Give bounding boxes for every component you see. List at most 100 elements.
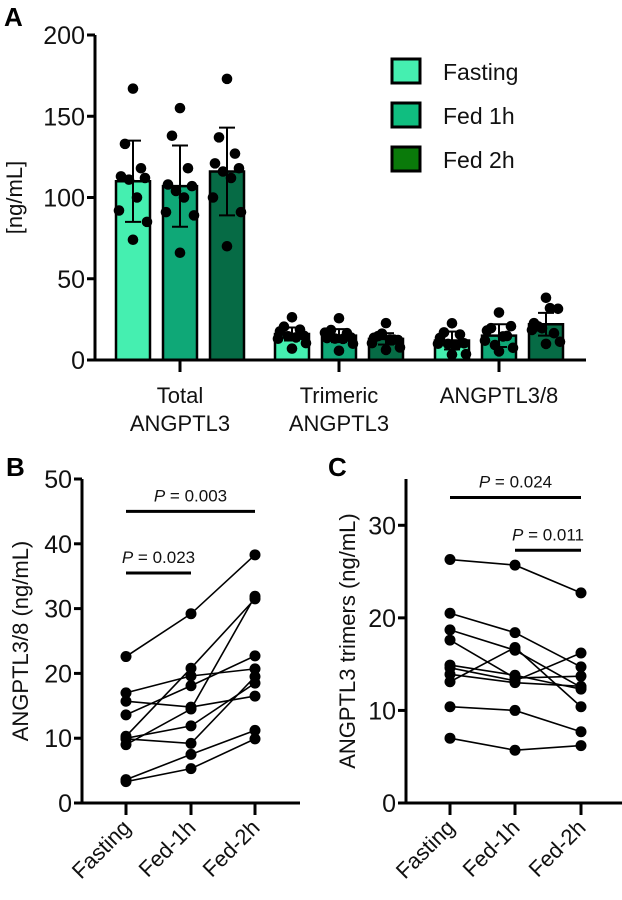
data-point: [249, 663, 261, 675]
legend-label: Fed 2h: [443, 147, 515, 173]
y-tick-label: 0: [58, 790, 72, 818]
data-point: [166, 130, 178, 142]
data-point: [120, 651, 132, 663]
data-point: [505, 320, 517, 332]
data-point: [120, 776, 132, 788]
data-point: [127, 234, 139, 246]
x-category-label: Fasting: [391, 815, 460, 884]
p-value: = 0.003: [165, 486, 227, 505]
data-point: [509, 744, 521, 756]
subject-line: [125, 554, 256, 658]
legend-label: Fasting: [443, 59, 518, 85]
p-value-label: P = 0.003: [154, 486, 227, 505]
data-point: [235, 206, 247, 218]
data-point: [185, 670, 197, 682]
data-point: [229, 148, 241, 159]
panel-label-b: B: [6, 452, 25, 482]
data-point: [575, 661, 587, 673]
data-point: [207, 192, 219, 203]
data-point: [286, 311, 298, 323]
x-category-label: Fed-1h: [134, 815, 201, 882]
y-tick-label: 20: [44, 660, 72, 688]
data-point: [509, 677, 521, 689]
data-point: [575, 680, 587, 692]
data-point: [442, 338, 454, 350]
data-point: [575, 647, 587, 659]
data-point: [249, 650, 261, 662]
data-point: [182, 162, 194, 174]
x-category-label: Fed-2h: [198, 815, 265, 882]
y-tick-label: 30: [44, 596, 72, 624]
data-point: [249, 724, 261, 736]
data-point: [127, 83, 139, 94]
data-point: [178, 192, 190, 203]
data-point: [446, 349, 458, 360]
y-axis-label: ANGPTL3/8 (ng/mL): [8, 541, 33, 742]
data-point: [444, 554, 456, 566]
data-point: [507, 342, 519, 354]
data-point: [575, 740, 587, 752]
data-point: [432, 338, 444, 350]
data-point: [444, 624, 456, 636]
panel-b-paired-chart: 0 10 20 30 40 50 ANGPTL3/8 (ng/mL) FastingFed-1…: [8, 466, 300, 884]
panel-a-bar-chart: 0 50 100 150 200 [ng/mL] Total ANGPTL3 Trimeric A…: [2, 22, 586, 436]
data-point: [185, 703, 197, 715]
x-category-label: ANGPTL3/8: [440, 383, 559, 408]
data-point: [444, 607, 456, 619]
y-axis-label: ANGPTL3 trimers (ng/mL): [335, 513, 360, 769]
data-point: [497, 331, 509, 342]
data-point: [185, 737, 197, 749]
subject-line: [449, 612, 582, 668]
data-point: [249, 677, 261, 689]
y-tick-label: 50: [57, 266, 85, 294]
data-point: [554, 336, 566, 348]
legend-swatch: [390, 145, 422, 173]
data-point: [460, 348, 472, 360]
p-value: = 0.024: [490, 473, 552, 492]
y-tick-label: 0: [71, 347, 85, 375]
data-point: [552, 303, 564, 315]
data-point: [185, 748, 197, 760]
data-point: [446, 317, 458, 329]
data-point: [135, 162, 147, 174]
data-point: [185, 662, 197, 674]
x-category-label: ANGPTL3: [130, 411, 230, 436]
data-point: [115, 171, 127, 182]
data-point: [548, 327, 560, 339]
y-axis-label: [ng/mL]: [2, 161, 27, 234]
data-point: [141, 216, 153, 228]
data-point: [366, 337, 378, 349]
y-tick-label: 100: [43, 185, 85, 213]
data-point: [120, 709, 132, 721]
data-point: [540, 338, 552, 350]
data-point: [444, 634, 456, 646]
data-point: [526, 324, 538, 336]
data-point: [120, 687, 132, 699]
data-point: [380, 344, 392, 356]
y-tick-label: 30: [368, 512, 396, 540]
y-tick-label: 10: [368, 697, 396, 725]
data-point: [575, 670, 587, 682]
data-point: [185, 680, 197, 692]
data-point: [113, 205, 125, 216]
data-point: [123, 174, 135, 185]
data-point: [493, 346, 505, 357]
data-point: [249, 690, 261, 702]
data-point: [450, 340, 462, 351]
data-point: [120, 732, 132, 744]
x-category-label: Total: [157, 383, 203, 408]
x-category-label: Trimeric: [300, 383, 379, 408]
data-point: [249, 549, 261, 561]
panel-label-c: C: [328, 452, 347, 482]
data-point: [540, 292, 552, 304]
data-point: [536, 323, 548, 334]
data-point: [272, 333, 284, 345]
data-point: [174, 247, 186, 259]
data-point: [174, 102, 186, 114]
data-point: [384, 334, 396, 345]
p-symbol: P: [122, 548, 134, 567]
data-point: [509, 704, 521, 716]
x-category-label: Fasting: [67, 815, 136, 884]
data-point: [509, 641, 521, 653]
